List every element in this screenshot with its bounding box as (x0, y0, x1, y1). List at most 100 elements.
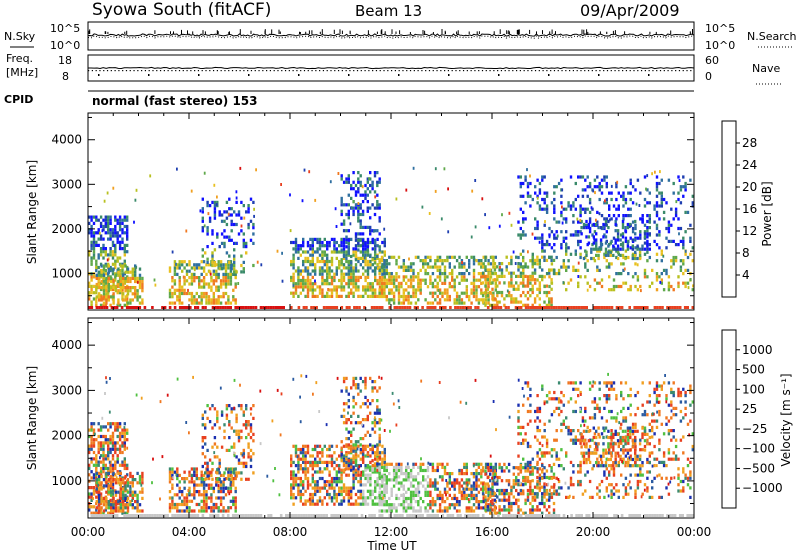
data-cell (328, 259, 331, 264)
data-cell (484, 462, 488, 466)
data-cell (498, 281, 501, 285)
data-cell (612, 244, 615, 248)
data-cell (333, 244, 336, 248)
data-cell (183, 291, 186, 296)
data-cell (340, 269, 343, 273)
data-cell (531, 278, 534, 282)
data-cell (121, 237, 124, 241)
data-cell (290, 483, 293, 487)
data-cell (402, 294, 405, 299)
data-cell (297, 447, 300, 452)
data-cell (226, 306, 230, 309)
data-cell (311, 480, 314, 484)
data-cell (487, 291, 490, 295)
data-cell (135, 265, 138, 269)
data-cell (107, 282, 110, 287)
data-cell (136, 280, 139, 284)
data-cell (235, 241, 238, 245)
data-cell (240, 263, 243, 268)
data-cell (181, 301, 184, 305)
data-cell (220, 241, 224, 245)
data-cell (624, 226, 627, 230)
data-cell (475, 478, 478, 482)
data-cell (318, 496, 322, 500)
data-cell (350, 187, 353, 191)
data-cell (448, 285, 451, 289)
data-cell (691, 204, 694, 208)
data-cell (309, 278, 312, 283)
data-cell (359, 483, 362, 487)
data-cell (662, 268, 666, 272)
data-cell (240, 461, 243, 465)
data-cell (242, 204, 245, 208)
data-cell (595, 306, 599, 309)
data-cell (413, 306, 417, 309)
data-cell (489, 272, 493, 276)
data-cell (407, 475, 410, 479)
data-cell (429, 301, 432, 305)
data-cell (438, 288, 442, 292)
data-cell (326, 454, 329, 458)
data-cell (477, 285, 481, 289)
data-cell (507, 306, 510, 309)
data-cell (584, 178, 587, 182)
data-cell (492, 262, 495, 266)
data-cell (134, 493, 137, 497)
data-cell (235, 455, 238, 459)
data-cell (131, 270, 134, 274)
data-cell (444, 306, 447, 309)
data-cell (117, 301, 120, 305)
data-cell (472, 294, 476, 299)
data-cell (292, 284, 295, 288)
data-cell (369, 232, 372, 236)
data-cell (357, 259, 360, 264)
data-cell (465, 294, 468, 299)
data-cell (643, 230, 647, 234)
data-cell (114, 265, 117, 270)
data-cell (330, 496, 334, 500)
data-cell (168, 295, 172, 299)
data-cell (297, 476, 300, 481)
data-cell (672, 181, 675, 186)
data-cell (131, 273, 134, 277)
data-cell (402, 506, 405, 510)
data-cell (110, 509, 113, 513)
data-cell (624, 249, 628, 253)
data-cell (577, 230, 580, 234)
nave-point (625, 70, 628, 72)
data-cell (489, 262, 493, 266)
data-cell (102, 496, 106, 500)
data-cell (325, 306, 328, 309)
data-cell (347, 266, 350, 270)
data-cell (352, 476, 355, 481)
data-cell (654, 170, 656, 174)
data-cell (624, 229, 627, 233)
data-cell (321, 259, 324, 264)
nave-point (682, 70, 684, 72)
data-cell (385, 478, 388, 482)
data-cell (592, 235, 595, 239)
data-cell (290, 454, 293, 458)
data-cell (506, 289, 509, 293)
data-cell (122, 286, 125, 290)
data-cell (240, 200, 243, 204)
data-cell (455, 509, 459, 513)
data-cell (461, 306, 465, 309)
data-cell (359, 492, 362, 497)
data-cell (206, 468, 209, 472)
data-cell (579, 230, 582, 234)
data-cell (631, 220, 635, 224)
data-cell (482, 500, 485, 504)
data-cell (556, 234, 559, 238)
data-cell (302, 492, 305, 497)
data-cell (460, 472, 464, 476)
data-cell (510, 297, 513, 301)
data-cell (119, 487, 122, 491)
data-cell (395, 468, 398, 473)
data-cell (211, 200, 214, 204)
data-cell (510, 258, 513, 262)
data-cell (92, 505, 96, 509)
data-cell (414, 493, 418, 497)
data-cell (114, 224, 117, 229)
data-cell (585, 253, 588, 257)
